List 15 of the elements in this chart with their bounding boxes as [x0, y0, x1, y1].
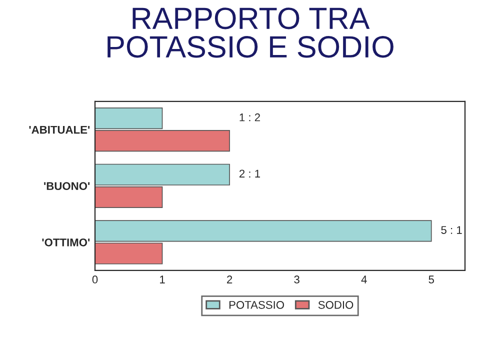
x-tick-label: 4 [361, 276, 367, 284]
annotation: 1 : 2 [240, 113, 260, 122]
chart-title: RAPPORTO TRA POTASSIO E SODIO [108, 8, 394, 58]
y-tick-label: 'OTTIMO' [42, 238, 90, 246]
x-tick-label: 0 [92, 276, 98, 284]
x-tick-label: 5 [428, 276, 434, 284]
annotation: 2 : 1 [239, 170, 260, 178]
x-tick-label: 1 [160, 276, 165, 284]
x-tick-label: 3 [294, 276, 300, 284]
y-tick-label: 'BUONO' [44, 182, 90, 190]
x-tick-label: 2 [227, 276, 232, 284]
legend-label: SODIO [318, 300, 354, 309]
annotation: 5 : 1 [441, 226, 462, 234]
legend-label: POTASSIO [229, 300, 284, 309]
y-tick-label: 'ABITUALE' [29, 126, 90, 134]
